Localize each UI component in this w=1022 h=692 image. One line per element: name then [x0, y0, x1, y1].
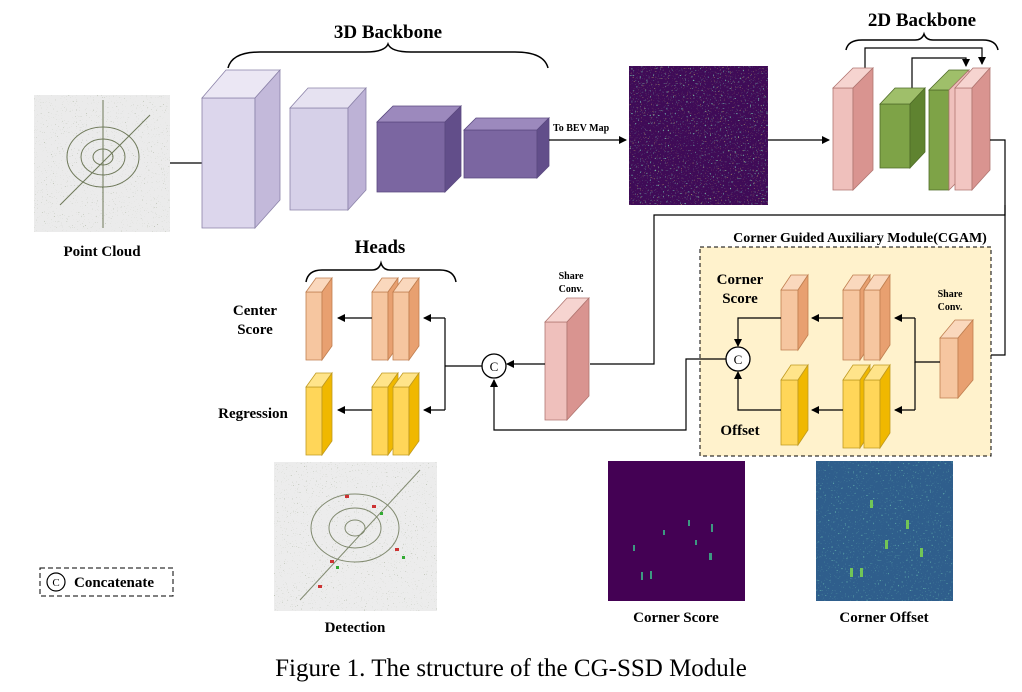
to-bev-label: To BEV Map	[553, 123, 610, 134]
detection-image	[274, 462, 437, 611]
backbone-3d-block-3	[376, 105, 462, 193]
corner-offset-map-label: Corner Offset	[839, 610, 928, 626]
share-conv-label-2: Conv.	[559, 284, 584, 295]
detection-label: Detection	[325, 620, 386, 636]
point-cloud-image	[34, 95, 170, 232]
heads-brace	[305, 260, 457, 283]
regression-conv-single	[305, 371, 333, 457]
cgam-concat-symbol: C	[734, 352, 743, 367]
backbone-3d-block-4	[463, 117, 550, 179]
corner-offset-image	[816, 461, 953, 601]
heads-title: Heads	[355, 237, 406, 258]
legend-concat-icon	[46, 572, 66, 592]
legend-concat-symbol: C	[52, 577, 59, 589]
skip-connection-1	[864, 47, 986, 68]
backbone-3d-brace	[227, 41, 549, 69]
legend-concat-label: Concatenate	[74, 575, 154, 591]
bev-map-image	[629, 66, 768, 205]
regression-label: Regression	[218, 406, 288, 422]
share-conv-block	[544, 296, 590, 422]
backbone-2d-concat-block	[928, 66, 991, 192]
cgam-score-to-concat	[734, 317, 781, 347]
cgam-offset-conv-single	[780, 363, 809, 447]
connector-cgam-to-heads	[490, 358, 726, 431]
skip-connection-2	[911, 57, 970, 88]
cgam-score-conv-single	[780, 273, 809, 352]
cgam-score-conv-pair	[842, 273, 891, 362]
backbone-3d-block-2	[289, 86, 367, 212]
center-score-label-1: Center	[233, 303, 277, 319]
heads-concat-symbol: C	[490, 359, 499, 374]
connector-2d-to-share	[590, 205, 1006, 365]
concat-to-heads-lines	[444, 318, 482, 410]
concat-legend: C Concatenate	[39, 567, 174, 597]
figure-caption: Figure 1. The structure of the CG-SSD Mo…	[275, 655, 747, 682]
corner-score-image	[608, 461, 745, 601]
backbone-2d-brace	[845, 31, 999, 51]
share-conv-label-1: Share	[559, 271, 584, 282]
center-conv-pair	[371, 276, 420, 362]
point-cloud-label: Point Cloud	[63, 244, 141, 260]
cgam-share-label-1: Share	[938, 289, 963, 300]
center-score-label-2: Score	[237, 322, 273, 338]
cgam-corner-score-label-1: Corner	[717, 272, 764, 288]
corner-score-map-label: Corner Score	[633, 610, 719, 626]
cgam-share-label-2: Conv.	[938, 302, 963, 313]
cgam-offset-label: Offset	[720, 423, 759, 439]
backbone-2d-green-block	[879, 86, 926, 170]
cgam-corner-score-label-2: Score	[722, 291, 758, 307]
backbone-3d-title: 3D Backbone	[334, 22, 442, 43]
cgam-title: Corner Guided Auxiliary Module(CGAM)	[733, 231, 987, 246]
backbone-2d-pink-block-1	[832, 67, 874, 191]
cgam-offset-conv-pair	[842, 363, 891, 450]
regression-conv-pair	[371, 371, 420, 457]
backbone-2d-title: 2D Backbone	[868, 10, 976, 31]
cgam-share-conv-block	[939, 318, 974, 400]
backbone-3d-block-1	[201, 68, 281, 230]
cgam-offset-to-concat	[734, 371, 781, 411]
center-conv-single	[305, 276, 333, 362]
